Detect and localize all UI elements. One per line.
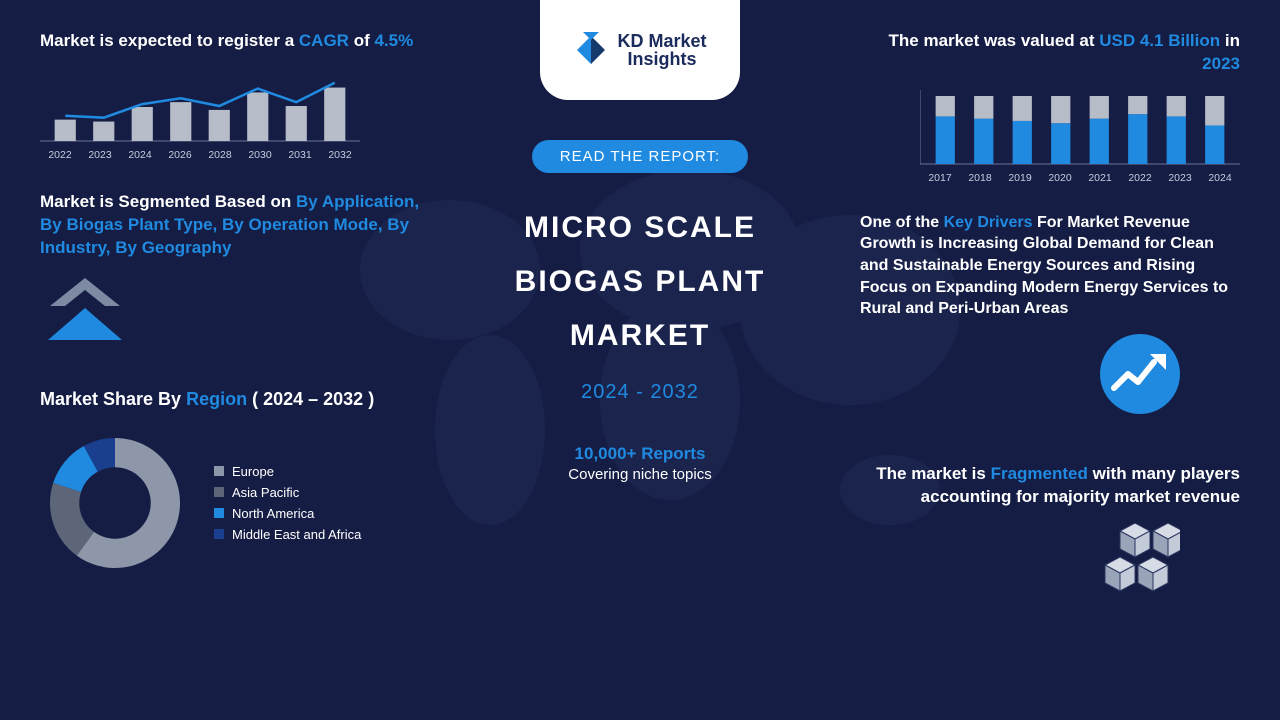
region-c: ( 2024 – 2032 ) xyxy=(252,389,374,409)
region-donut-chart xyxy=(40,428,190,578)
title-line3: MARKET xyxy=(440,309,840,363)
logo-line2: Insights xyxy=(617,50,706,68)
legend-swatch xyxy=(214,487,224,497)
valuation-statement: The market was valued at USD 4.1 Billion… xyxy=(860,30,1240,76)
legend-swatch xyxy=(214,508,224,518)
cagr-statement: Market is expected to register a CAGR of… xyxy=(40,30,420,53)
legend-label: Middle East and Africa xyxy=(232,527,361,542)
val-c: in xyxy=(1225,31,1240,50)
legend-item: Asia Pacific xyxy=(214,485,361,500)
key-drivers-text: One of the Key Drivers For Market Revenu… xyxy=(860,212,1240,320)
cagr-value: 4.5% xyxy=(374,31,413,50)
legend-label: Europe xyxy=(232,464,274,479)
legend-label: Asia Pacific xyxy=(232,485,299,500)
frag-a: The market is xyxy=(876,464,990,483)
center-column: KD Market Insights READ THE REPORT: MICR… xyxy=(440,0,840,483)
right-column: The market was valued at USD 4.1 Billion… xyxy=(860,30,1240,608)
segmentation-block: Market is Segmented Based on By Applicat… xyxy=(40,191,420,353)
seg-text-a: Market is Segmented Based on xyxy=(40,192,296,211)
frag-b: Fragmented xyxy=(991,464,1088,483)
region-donut-wrap: Europe Asia Pacific North America Middle Ea… xyxy=(40,428,420,578)
legend-item: Europe xyxy=(214,464,361,479)
cubes-icon xyxy=(1090,523,1180,603)
logo-text: KD Market Insights xyxy=(617,32,706,68)
legend-label: North America xyxy=(232,506,314,521)
logo-card: KD Market Insights xyxy=(540,0,740,100)
cubes-icon-wrap xyxy=(860,523,1240,608)
region-donut-legend: Europe Asia Pacific North America Middle Ea… xyxy=(214,458,361,548)
cagr-text-b: CAGR xyxy=(299,31,349,50)
cagr-combo-chart xyxy=(40,65,420,145)
driver-b: Key Drivers xyxy=(944,214,1033,231)
cagr-text-a: Market is expected to register a xyxy=(40,31,299,50)
region-b: Region xyxy=(186,389,247,409)
valuation-chart-xlabels: 20172018201920202021202220232024 xyxy=(920,172,1240,184)
val-d: 2023 xyxy=(1202,54,1240,73)
fragmented-text: The market is Fragmented with many playe… xyxy=(860,463,1240,509)
legend-swatch xyxy=(214,466,224,476)
legend-swatch xyxy=(214,529,224,539)
driver-a: One of the xyxy=(860,214,944,231)
region-heading: Market Share By Region ( 2024 – 2032 ) xyxy=(40,389,420,410)
title-line1: MICRO SCALE xyxy=(440,201,840,255)
reports-count: 10,000+ Reports xyxy=(440,444,840,464)
combo-chart-xlabels: 20222023202420262028203020312032 xyxy=(40,149,360,161)
left-column: Market is expected to register a CAGR of… xyxy=(40,30,420,578)
trend-badge xyxy=(860,334,1240,419)
report-title: MICRO SCALE BIOGAS PLANT MARKET xyxy=(440,201,840,363)
val-b: USD 4.1 Billion xyxy=(1099,31,1220,50)
valuation-bar-chart xyxy=(920,88,1240,168)
title-years: 2024 - 2032 xyxy=(440,381,840,404)
cagr-text-c: of xyxy=(354,31,375,50)
trend-up-icon xyxy=(1100,334,1180,414)
region-a: Market Share By xyxy=(40,389,186,409)
legend-item: North America xyxy=(214,506,361,521)
logo-mark-icon xyxy=(573,28,609,72)
logo-line1: KD Market xyxy=(617,32,706,50)
legend-item: Middle East and Africa xyxy=(214,527,361,542)
up-arrow-icon xyxy=(40,278,130,348)
val-a: The market was valued at xyxy=(889,31,1100,50)
covering-text: Covering niche topics xyxy=(440,466,840,483)
read-report-pill[interactable]: READ THE REPORT: xyxy=(532,140,748,173)
title-line2: BIOGAS PLANT xyxy=(440,255,840,309)
